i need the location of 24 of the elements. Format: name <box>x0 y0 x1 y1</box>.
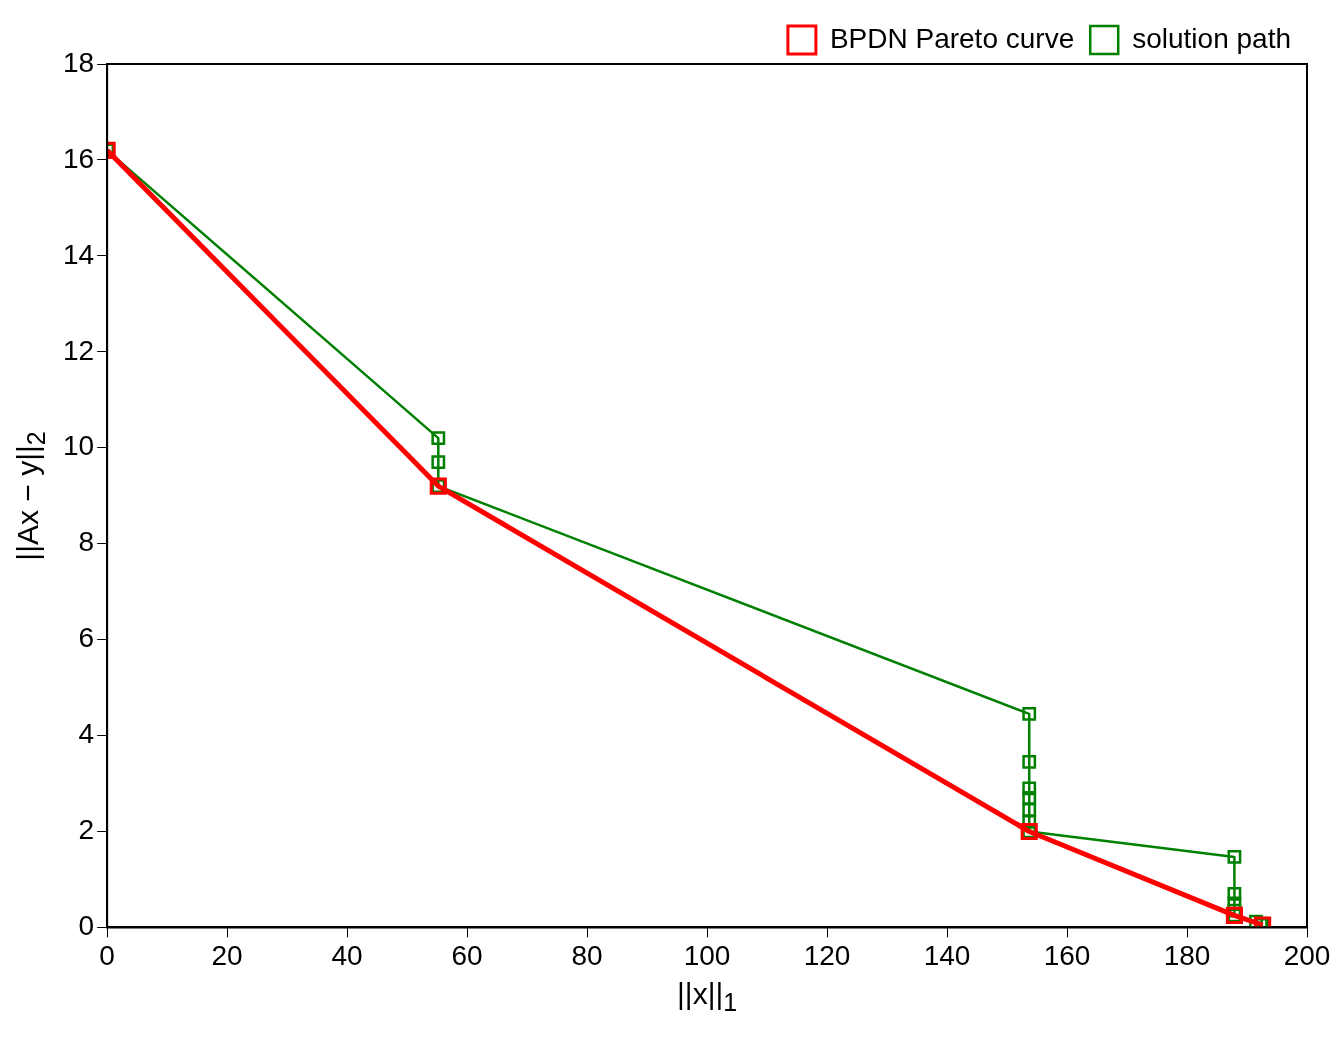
x-tick-label: 20 <box>211 939 243 971</box>
x-tick-label: 80 <box>571 939 603 971</box>
y-tick-label: 4 <box>78 718 95 750</box>
x-tick-label: 160 <box>1043 939 1091 971</box>
x-tick-label: 200 <box>1283 939 1331 971</box>
x-tick-label: 120 <box>803 939 851 971</box>
y-tick-label: 8 <box>78 526 95 558</box>
x-tick-label: 140 <box>923 939 971 971</box>
y-tick-label: 0 <box>78 910 95 942</box>
x-tick-label: 100 <box>683 939 731 971</box>
y-tick-label: 10 <box>62 430 95 462</box>
y-tick-label: 18 <box>62 46 95 78</box>
x-tick-label: 180 <box>1163 939 1211 971</box>
y-tick-label: 12 <box>62 334 95 366</box>
x-axis-title: ||x||$_{1}$ <box>677 977 738 1018</box>
y-tick-label: 2 <box>78 814 95 846</box>
y-tick-label: 6 <box>78 622 95 654</box>
x-tick-label: 0 <box>99 939 115 971</box>
x-tick-label: 60 <box>451 939 483 971</box>
x-tick-label: 40 <box>331 939 363 971</box>
legend-label: BPDN Pareto curve <box>829 22 1075 54</box>
legend-label: solution path <box>1132 22 1292 54</box>
y-tick-label: 14 <box>62 238 95 270</box>
y-tick-label: 16 <box>62 142 95 174</box>
